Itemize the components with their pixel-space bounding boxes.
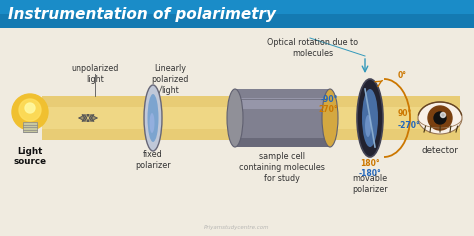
Text: -180°: -180° (359, 169, 382, 178)
Circle shape (12, 94, 48, 130)
Circle shape (19, 99, 41, 121)
Ellipse shape (365, 115, 371, 137)
Bar (235, 89, 330, 147)
Text: sample cell
containing molecules
for study: sample cell containing molecules for stu… (239, 152, 325, 183)
Ellipse shape (149, 113, 155, 133)
Text: Linearly
polarized
light: Linearly polarized light (151, 64, 189, 95)
Circle shape (434, 112, 446, 124)
Text: fixed
polarizer: fixed polarizer (135, 150, 171, 170)
Text: movable
polarizer: movable polarizer (352, 174, 388, 194)
Circle shape (25, 103, 35, 113)
Ellipse shape (357, 79, 383, 157)
Text: detector: detector (421, 146, 458, 155)
Text: Light
source: Light source (13, 147, 46, 166)
Bar (23, 122, 37, 132)
Circle shape (440, 113, 446, 118)
Bar (42, 107, 460, 129)
Ellipse shape (147, 94, 158, 142)
Circle shape (428, 106, 452, 130)
Text: 90°: 90° (398, 110, 412, 118)
Text: 180°: 180° (360, 160, 380, 169)
Text: Optical rotation due to
molecules: Optical rotation due to molecules (267, 38, 358, 58)
Text: 0°: 0° (398, 72, 407, 80)
Bar (235, 138, 330, 147)
Bar (42, 96, 460, 140)
Text: -90°: -90° (320, 96, 338, 105)
Bar (235, 98, 330, 109)
Ellipse shape (227, 89, 243, 147)
Ellipse shape (144, 85, 162, 151)
Text: -270°: -270° (398, 122, 421, 131)
Ellipse shape (322, 89, 338, 147)
Text: 270°: 270° (319, 105, 338, 114)
Bar (0, 0, 474, 28)
Text: Instrumentation of polarimetry: Instrumentation of polarimetry (8, 7, 276, 21)
Text: Priyamstudycentre.com: Priyamstudycentre.com (204, 225, 270, 230)
Bar (0, 14, 474, 28)
Text: unpolarized
light: unpolarized light (71, 64, 118, 84)
Ellipse shape (362, 89, 378, 147)
Ellipse shape (418, 102, 462, 134)
